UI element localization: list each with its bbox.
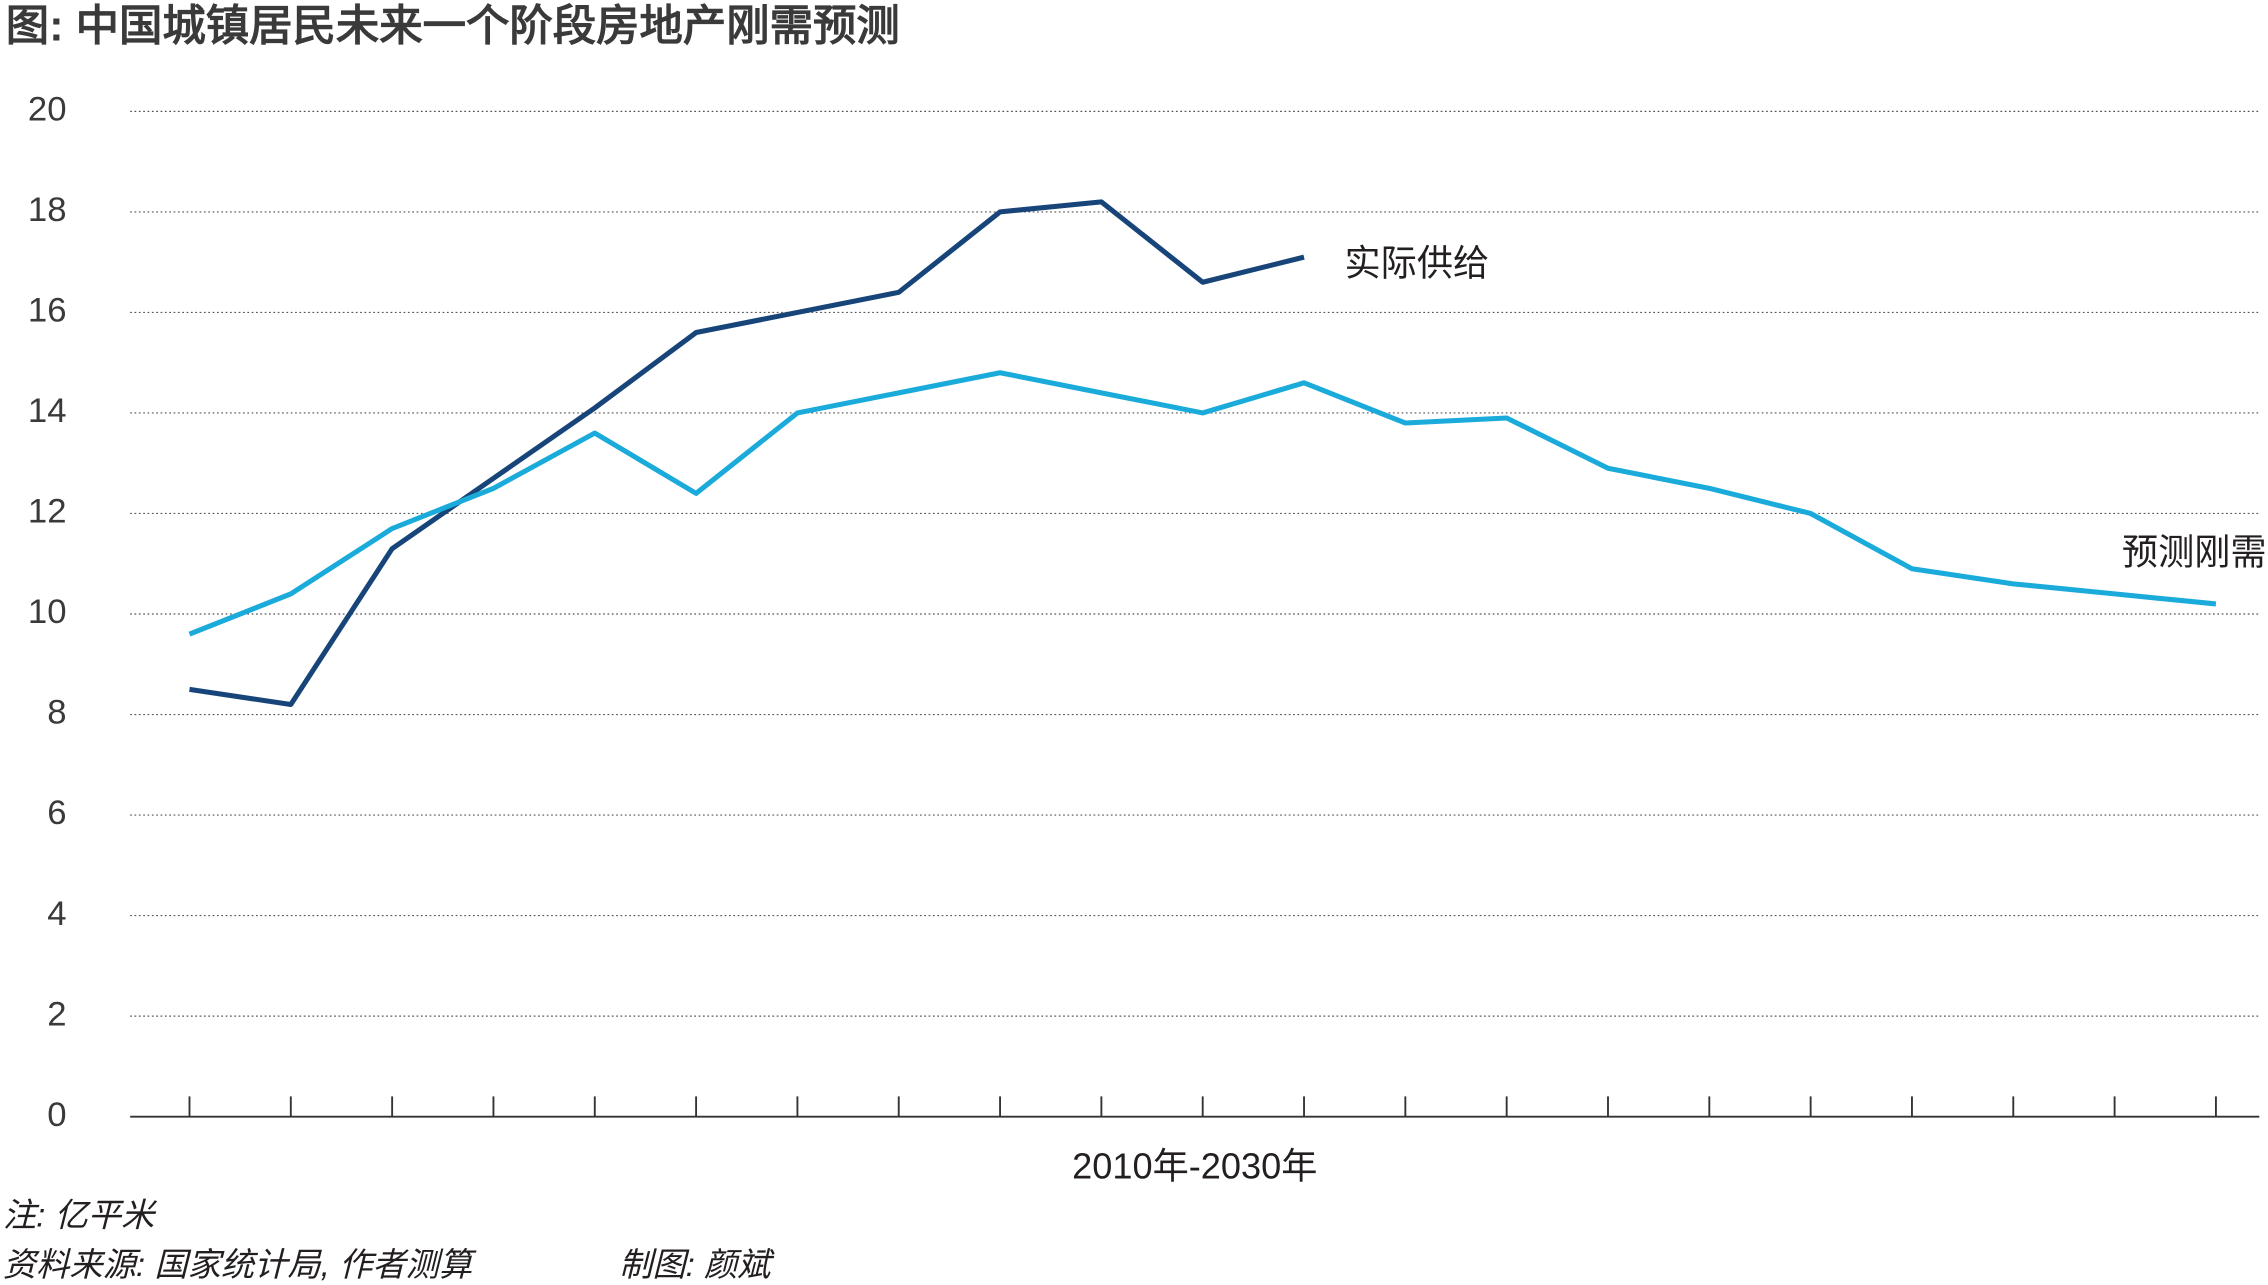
y-tick-label: 12 xyxy=(28,493,67,531)
chart-title: 图: 中国城镇居民未来一个阶段房地产刚需预测 xyxy=(6,2,900,50)
x-axis-label: 2010年-2030年 xyxy=(1072,1145,1317,1186)
y-tick-label: 6 xyxy=(47,794,66,832)
y-tick-label: 2 xyxy=(47,995,66,1033)
y-tick-label: 0 xyxy=(47,1096,66,1134)
note: 制图: 颜斌 xyxy=(619,1247,775,1284)
series-line xyxy=(188,370,2217,637)
series-label: 预测刚需 xyxy=(2122,531,2267,572)
y-tick-label: 10 xyxy=(28,593,67,631)
y-tick-label: 8 xyxy=(47,694,66,732)
y-tick-label: 20 xyxy=(28,91,67,129)
y-tick-label: 16 xyxy=(28,292,67,330)
series-line xyxy=(189,199,1305,708)
y-tick-label: 18 xyxy=(28,191,67,229)
series-label: 实际供给 xyxy=(1345,242,1490,283)
y-tick-label: 4 xyxy=(47,895,66,933)
note: 资料来源: 国家统计局, 作者测算 xyxy=(3,1247,477,1284)
note: 注: 亿平米 xyxy=(3,1198,158,1235)
y-tick-label: 14 xyxy=(28,392,67,430)
